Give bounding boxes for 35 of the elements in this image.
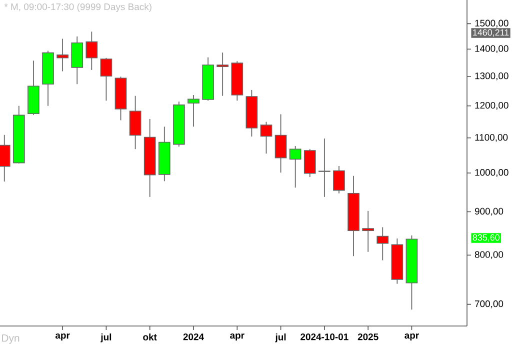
x-tick-label: apr	[404, 333, 419, 341]
chart-title: * M, 09:00-17:30 (9999 Days Back)	[4, 3, 152, 12]
candlestick	[304, 148, 316, 178]
y-tick-label: 1000,00	[475, 169, 508, 177]
x-tick-label: jul	[275, 333, 286, 342]
x-tick-label: 2024	[183, 333, 204, 340]
candlestick	[289, 146, 302, 188]
y-tick-label: 1300,00	[475, 72, 508, 80]
candlestick	[274, 114, 287, 174]
candlestick	[100, 57, 112, 102]
text: 835,60	[472, 234, 500, 242]
candlestick	[56, 38, 68, 72]
candlestick	[188, 94, 200, 128]
candlestick	[376, 226, 389, 261]
candlestick	[318, 138, 330, 198]
candlestick	[216, 52, 229, 96]
candlestick	[86, 31, 98, 70]
x-tick-label: okt	[143, 333, 157, 340]
x-tick-label: apr	[230, 333, 244, 341]
y-tick-label: 1200,00	[475, 102, 508, 110]
y-tick-label: 1500,00	[475, 20, 508, 28]
y-tick-label: 900,00	[474, 208, 504, 216]
y-tick-label: 800,00	[474, 251, 504, 260]
y-tick-label: 1100,00	[475, 134, 508, 142]
candlestick	[260, 121, 272, 154]
candlestick	[362, 210, 374, 252]
x-tick-label: 2025	[358, 333, 378, 340]
y-tick-label: 700,00	[475, 300, 504, 308]
candlestick	[333, 166, 345, 194]
x-tick-label: jul	[100, 333, 112, 342]
text: 1460,211	[473, 29, 509, 37]
text: Dyn	[2, 334, 20, 344]
x-tick-label: apr	[55, 333, 70, 341]
y-tick-label: 1400,00	[475, 45, 508, 54]
x-tick-label: 2024-10-01	[300, 333, 348, 340]
